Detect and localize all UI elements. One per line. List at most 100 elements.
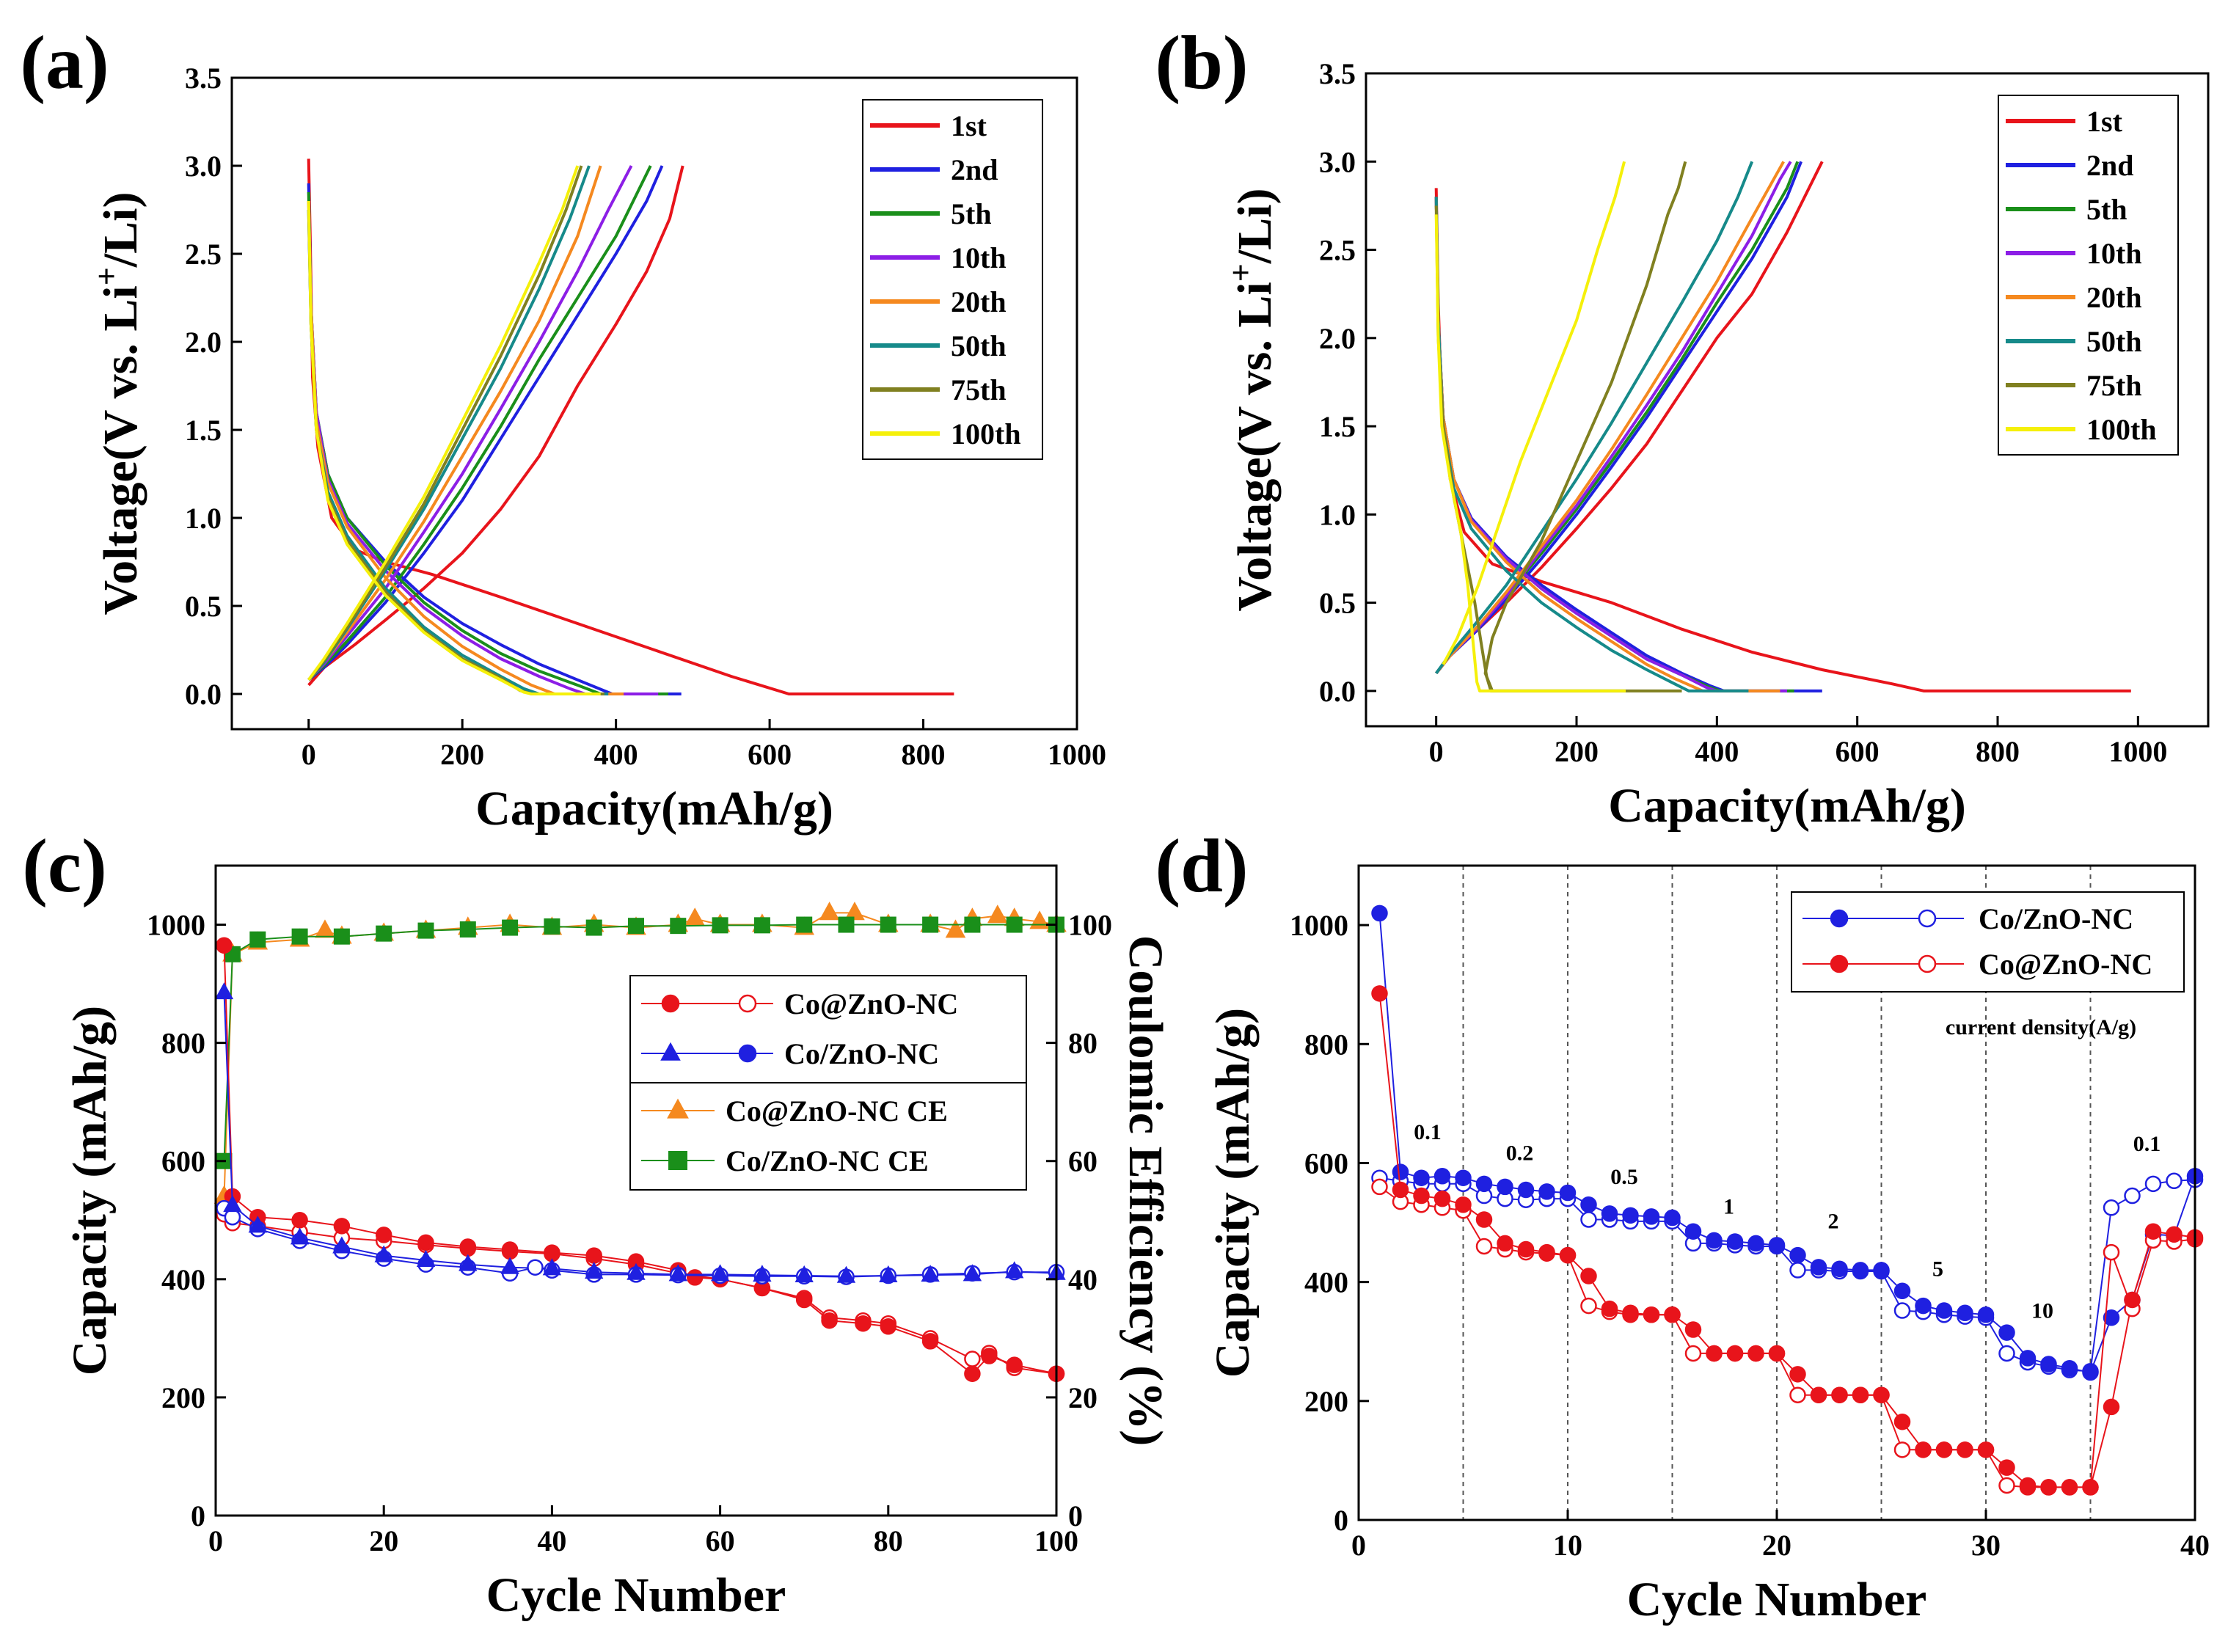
legend-box [1791, 891, 2185, 993]
y-tick-label: 1000 [1290, 909, 1348, 942]
data-point [1455, 1169, 1472, 1186]
data-point [1392, 1181, 1409, 1199]
y-tick-label: 3.5 [1319, 57, 1356, 90]
data-point [1706, 1232, 1723, 1249]
data-point [1475, 1211, 1493, 1228]
data-point [1371, 1178, 1388, 1196]
legend-label: 20th [951, 285, 1007, 318]
y-tick-label: 200 [161, 1381, 205, 1414]
data-point [2061, 1479, 2078, 1496]
x-tick-label: 800 [1976, 735, 2020, 768]
series-2nd-charge [1435, 161, 1802, 675]
data-point [753, 917, 770, 934]
data-point [836, 1265, 856, 1283]
data-point [2103, 1309, 2120, 1326]
data-point [945, 919, 966, 938]
data-point [1935, 1441, 1953, 1458]
series-75th-charge [307, 165, 583, 681]
data-point [2103, 1398, 2120, 1416]
data-point [1580, 1297, 1597, 1315]
data-point [2144, 1175, 2162, 1193]
data-point [1789, 1262, 1806, 1279]
x-tick-label: 20 [1762, 1529, 1791, 1562]
data-point [1873, 1386, 1890, 1403]
data-point [964, 1365, 981, 1382]
legend-title: current density(A/g) [1946, 1015, 2136, 1039]
panel-label: (d) [1155, 824, 1248, 908]
data-point [2144, 1223, 2162, 1240]
series-Co/ZnO-NC-charge [1379, 1177, 2196, 1373]
x-tick-label: 0 [1351, 1529, 1366, 1562]
x-tick-label: 200 [1555, 735, 1599, 768]
data-point [248, 1216, 267, 1233]
y-tick-label: 2.0 [185, 326, 222, 359]
data-point [1643, 1208, 1660, 1225]
y-tick-label: 2.5 [185, 238, 222, 271]
legend-label: 2nd [951, 153, 998, 186]
data-point [1789, 1246, 1806, 1264]
data-point [544, 918, 560, 935]
data-point [1497, 1235, 1513, 1252]
data-point [2103, 1243, 2120, 1261]
data-point [1893, 1441, 1911, 1458]
data-point [686, 1269, 704, 1286]
data-point [844, 902, 865, 921]
x-tick-label: 0 [302, 738, 316, 771]
y-tick-label: 2.0 [1319, 322, 1356, 355]
legend-label: 1st [951, 109, 987, 142]
series-2nd-discharge [307, 183, 682, 695]
data-point [2019, 1477, 2037, 1494]
x-axis-label: Capacity(mAh/g) [1608, 779, 1966, 833]
data-point [795, 1291, 813, 1309]
data-point [332, 1236, 351, 1254]
series-100th-discharge [307, 200, 601, 695]
data-point [585, 919, 602, 936]
data-point [585, 1247, 602, 1264]
x-tick-label: 80 [874, 1524, 903, 1557]
series-1st-charge [307, 165, 684, 687]
y-tick-label: 600 [161, 1145, 205, 1178]
data-point [1831, 1386, 1848, 1403]
y-axis-label: Capacity (mAh/g) [63, 1006, 117, 1375]
data-point [1706, 1345, 1723, 1362]
rate-label: 5 [1932, 1257, 1943, 1282]
data-point [1789, 1366, 1806, 1383]
data-point [1747, 1235, 1764, 1252]
y2-tick-label: 80 [1068, 1027, 1097, 1060]
legend-label: 50th [2086, 325, 2142, 358]
y-tick-label: 400 [1304, 1266, 1348, 1299]
data-point [712, 917, 728, 934]
data-point [459, 921, 476, 938]
y2-tick-label: 60 [1068, 1145, 1097, 1178]
x-tick-label: 600 [748, 738, 792, 771]
x-tick-label: 0 [208, 1524, 223, 1557]
data-point [981, 1348, 998, 1364]
data-point [1006, 916, 1023, 933]
data-point [459, 1238, 477, 1255]
x-tick-label: 400 [594, 738, 638, 771]
data-point [2103, 1199, 2120, 1216]
y-tick-label: 3.0 [1319, 145, 1356, 178]
data-point [1392, 1163, 1409, 1180]
data-point [542, 1258, 562, 1276]
x-tick-label: 1000 [1048, 738, 1106, 771]
rate-label: 0.1 [1414, 1120, 1442, 1144]
data-point [1371, 985, 1388, 1002]
data-point [1517, 1181, 1535, 1199]
series-50th-charge [1435, 161, 1754, 674]
data-point [1768, 1345, 1786, 1362]
data-point [1475, 1238, 1493, 1255]
data-point [249, 931, 266, 948]
legend-label: 50th [951, 329, 1007, 362]
data-point [796, 916, 813, 933]
data-point [1601, 1300, 1618, 1317]
legend-label: 20th [2086, 281, 2142, 314]
legend-label: 100th [2086, 413, 2157, 446]
x-tick-label: 600 [1836, 735, 1880, 768]
data-point [459, 1254, 478, 1271]
data-point [1830, 909, 1849, 928]
y-tick-label: 1000 [147, 909, 205, 942]
data-point [964, 1351, 981, 1367]
data-point [922, 916, 939, 933]
